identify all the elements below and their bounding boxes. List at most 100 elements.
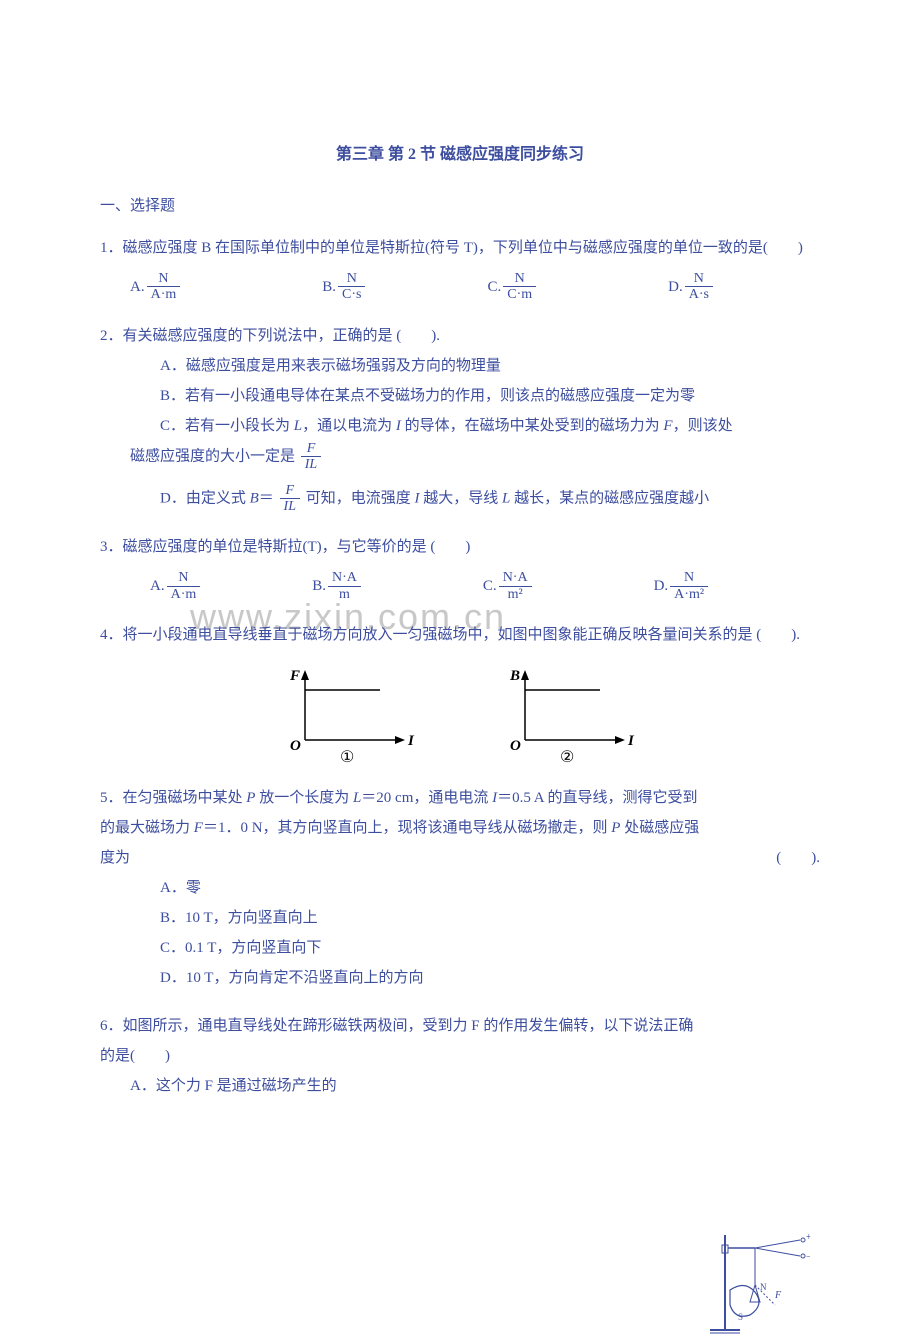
q3-d-num: N (670, 570, 708, 586)
q4-d2-y: B (509, 668, 520, 684)
q2-c-F: F (663, 418, 672, 434)
q3-b-num: N·A (328, 570, 361, 586)
q5-mid1: 放一个长度为 (255, 790, 353, 806)
svg-text:F: F (774, 1290, 782, 1301)
q2-c-fraction: F IL (301, 441, 321, 473)
q1-b-den: C·s (338, 287, 365, 302)
q1-d-label: D. (668, 272, 683, 302)
q2-d-fraction: F IL (280, 483, 300, 515)
q2-c-mid2: 的导体，在磁场中某处受到的磁场力为 (401, 418, 664, 434)
q4-diagram-1: F I O ① (280, 665, 420, 765)
q2-d-B: B (250, 490, 259, 506)
q2-c-L: L (294, 418, 302, 434)
svg-text:−: − (806, 1252, 810, 1263)
q2-option-b: B．若有一小段通电导体在某点不受磁场力的作用，则该点的磁感应强度一定为零 (160, 381, 820, 411)
q2-d-end: 越长，某点的磁感应强度越小 (510, 490, 709, 506)
q4-d2-x: I (627, 733, 635, 749)
q1-options: A. N A·m B. N C·s C. N C·m (130, 271, 820, 303)
q2-d-prefix: D．由定义式 (160, 490, 250, 506)
question-5: 5．在匀强磁场中某处 P 放一个长度为 L＝20 cm，通电电流 I＝0.5 A… (100, 783, 820, 993)
q3-c-label: C. (483, 571, 497, 601)
question-1: 1．磁感应强度 B 在国际单位制中的单位是特斯拉(符号 T)，下列单位中与磁感应… (100, 233, 820, 303)
q1-option-d: D. N A·s (668, 271, 715, 303)
q4-d2-o: O (510, 738, 521, 754)
q6-option-a: A．这个力 F 是通过磁场产生的 (130, 1071, 700, 1101)
q5-paren: ( ). (776, 843, 820, 873)
q1-d-fraction: N A·s (685, 271, 713, 303)
q4-diagram-2: B I O ② (500, 665, 640, 765)
q1-c-num: N (503, 271, 536, 287)
section-header: 一、选择题 (100, 194, 820, 215)
q2-c-mid1: ，通以电流为 (302, 418, 396, 434)
q3-options: A. N A·m B. N·A m C. N·A m² (150, 570, 820, 602)
svg-text:+: + (806, 1232, 810, 1243)
q1-c-den: C·m (503, 287, 536, 302)
q5-line2: 的最大磁场力 F＝1．0 N，其方向竖直向上，现将该通电导线从磁场撤走，则 P … (100, 813, 820, 843)
q5-option-d: D．10 T，方向肯定不沿竖直向上的方向 (160, 963, 820, 993)
content-container: 第三章 第 2 节 磁感应强度同步练习 一、选择题 1．磁感应强度 B 在国际单… (100, 140, 820, 1101)
q5-prefix: 5．在匀强磁场中某处 (100, 790, 246, 806)
q5-line3-text: 度为 (100, 850, 130, 866)
q4-d1-y: F (289, 668, 300, 684)
q3-a-label: A. (150, 571, 165, 601)
question-3: 3．磁感应强度的单位是特斯拉(T)，与它等价的是 ( ) A. N A·m B.… (100, 532, 820, 602)
question-4: 4．将一小段通电直导线垂直于磁场方向放入一匀强磁场中，如图中图象能正确反映各量间… (100, 620, 820, 765)
q5-option-b: B．10 T，方向竖直向上 (160, 903, 820, 933)
q2-c-frac-den: IL (301, 457, 321, 472)
q3-option-a: A. N A·m (150, 570, 202, 602)
q1-option-b: B. N C·s (322, 271, 367, 303)
q1-b-num: N (338, 271, 365, 287)
q2-d-mid2: 越大，导线 (420, 490, 503, 506)
q3-b-fraction: N·A m (328, 570, 361, 602)
q1-a-num: N (147, 271, 181, 287)
q3-option-c: C. N·A m² (483, 570, 534, 602)
q4-d1-label: ① (340, 749, 354, 765)
q4-d2-label: ② (560, 749, 574, 765)
q5-line2-mid: ＝1．0 N，其方向竖直向上，现将该通电导线从磁场撤走，则 (203, 820, 611, 836)
q3-c-fraction: N·A m² (499, 570, 532, 602)
q3-option-d: D. N A·m² (654, 570, 710, 602)
q3-option-b: B. N·A m (312, 570, 363, 602)
q5-line2-end: 处磁感应强 (620, 820, 699, 836)
q3-b-label: B. (312, 571, 326, 601)
q2-c-frac-num: F (301, 441, 321, 457)
svg-text:S: S (738, 1312, 743, 1322)
q1-text: 1．磁感应强度 B 在国际单位制中的单位是特斯拉(符号 T)，下列单位中与磁感应… (100, 233, 820, 263)
q3-d-label: D. (654, 571, 669, 601)
q3-c-den: m² (499, 587, 532, 602)
q2-d-frac-num: F (280, 483, 300, 499)
q5-option-c: C．0.1 T，方向竖直向下 (160, 933, 820, 963)
q1-option-c: C. N C·m (487, 271, 538, 303)
q2-text: 2．有关磁感应强度的下列说法中，正确的是 ( ). (100, 321, 820, 351)
q1-b-fraction: N C·s (338, 271, 365, 303)
q1-a-label: A. (130, 272, 145, 302)
q3-a-fraction: N A·m (167, 570, 201, 602)
q1-b-label: B. (322, 272, 336, 302)
q2-d-eq: ＝ (259, 490, 274, 506)
page-title: 第三章 第 2 节 磁感应强度同步练习 (100, 140, 820, 164)
q4-d1-o: O (290, 738, 301, 754)
q2-d-mid1: 可知，电流强度 (306, 490, 415, 506)
q5-line2-prefix: 的最大磁场力 (100, 820, 194, 836)
q1-option-a: A. N A·m (130, 271, 182, 303)
q2-option-a: A．磁感应强度是用来表示磁场强弱及方向的物理量 (160, 351, 820, 381)
q5-mid3: ＝0.5 A 的直导线，测得它受到 (497, 790, 697, 806)
q2-c-end: ，则该处 (673, 418, 733, 434)
q6-text: 6．如图所示，通电直导线处在蹄形磁铁两极间，受到力 F 的作用发生偏转，以下说法… (100, 1011, 700, 1071)
q3-b-den: m (328, 587, 361, 602)
q4-diagrams: F I O ① B I O ② (100, 665, 820, 765)
svg-text:N: N (760, 1282, 767, 1292)
q2-option-d: D．由定义式 B＝ F IL 可知，电流强度 I 越大，导线 L 越长，某点的磁… (160, 483, 820, 515)
q1-c-label: C. (487, 272, 501, 302)
q3-c-num: N·A (499, 570, 532, 586)
q1-a-fraction: N A·m (147, 271, 181, 303)
q2-option-c: C．若有一小段长为 L，通以电流为 I 的导体，在磁场中某处受到的磁场力为 F，… (160, 411, 820, 441)
q5-F: F (194, 820, 203, 836)
q4-d1-x: I (407, 733, 415, 749)
q2-c-line2-text: 磁感应强度的大小一定是 (130, 448, 295, 464)
q2-c-prefix: C．若有一小段长为 (160, 418, 294, 434)
q3-a-den: A·m (167, 587, 201, 602)
q2-d-frac-den: IL (280, 499, 300, 514)
q5-option-a: A．零 (160, 873, 820, 903)
question-6: 6．如图所示，通电直导线处在蹄形磁铁两极间，受到力 F 的作用发生偏转，以下说法… (100, 1011, 820, 1101)
